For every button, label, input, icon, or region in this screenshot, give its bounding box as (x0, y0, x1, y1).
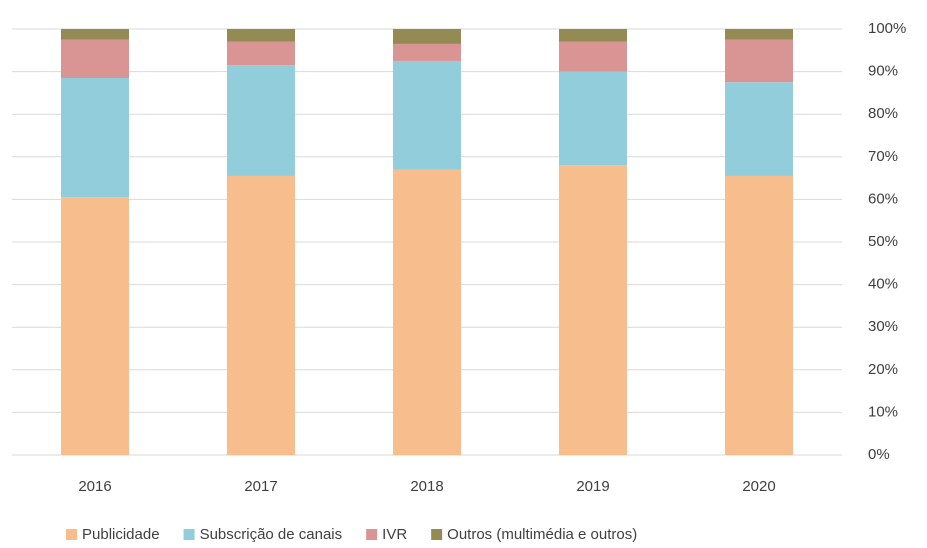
bar-segment (61, 29, 129, 40)
bar-segment (61, 197, 129, 455)
bar-segment (559, 165, 627, 455)
legend-swatch (366, 529, 378, 540)
legend-swatch (431, 529, 443, 540)
bar-segment (725, 175, 793, 455)
bar-segment (559, 29, 627, 42)
y-tick-label: 50% (868, 233, 898, 250)
y-tick-label: 40% (868, 276, 898, 293)
y-tick-label: 70% (868, 148, 898, 165)
bar-segment (227, 65, 295, 176)
x-tick-label: 2018 (410, 478, 443, 495)
x-tick-label: 2020 (742, 478, 775, 495)
bar-segment (61, 39, 129, 78)
bar-segment (227, 41, 295, 66)
x-tick-label: 2016 (78, 478, 111, 495)
legend-swatch (183, 529, 195, 540)
bar-segment (559, 71, 627, 166)
y-tick-label: 10% (868, 403, 898, 420)
bar-segment (61, 77, 129, 198)
bar-segment (227, 175, 295, 455)
bar-segment (725, 39, 793, 83)
bar-segment (227, 29, 295, 42)
bar-segment (725, 29, 793, 40)
legend-label: Outros (multimédia e outros) (447, 526, 637, 543)
bar-segment (559, 41, 627, 72)
bar-segment (393, 169, 461, 455)
y-tick-label: 30% (868, 318, 898, 335)
bar-segment (393, 60, 461, 170)
legend-label: Subscrição de canais (200, 526, 343, 543)
y-tick-label: 80% (868, 105, 898, 122)
legend-label: Publicidade (82, 526, 160, 543)
legend-swatch (66, 529, 77, 540)
y-tick-label: 20% (868, 361, 898, 378)
x-tick-label: 2017 (244, 478, 277, 495)
y-tick-label: 100% (868, 20, 906, 37)
y-tick-label: 60% (868, 190, 898, 207)
y-tick-label: 0% (868, 446, 890, 463)
bar-segment (393, 43, 461, 61)
y-tick-label: 90% (868, 63, 898, 80)
x-tick-label: 2019 (576, 478, 609, 495)
legend-label: IVR (382, 526, 407, 543)
bar-segment (725, 82, 793, 176)
bar-segment (393, 29, 461, 44)
